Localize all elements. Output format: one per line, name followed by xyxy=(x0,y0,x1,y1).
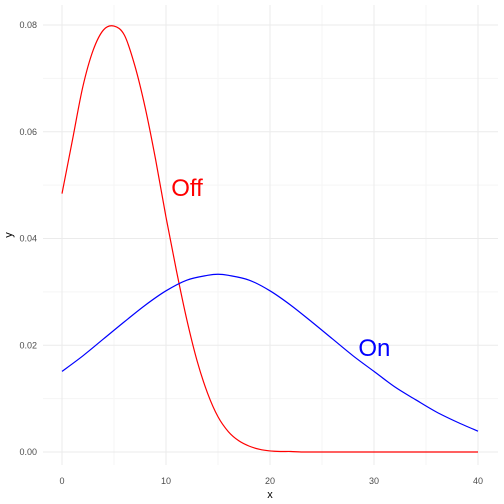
annotations: Off On xyxy=(171,175,390,362)
x-tick-label: 40 xyxy=(473,476,483,486)
x-tick-label: 10 xyxy=(161,476,171,486)
y-tick-label: 0.00 xyxy=(19,447,37,457)
series-line-2 xyxy=(61,273,479,432)
annotation-off: Off xyxy=(171,175,203,202)
y-tick-label: 0.08 xyxy=(19,20,37,30)
x-tick-label: 30 xyxy=(369,476,379,486)
y-axis-title: y xyxy=(3,232,15,238)
axis-tick-labels: 0 10 20 30 40 0.00 0.02 0.04 0.06 0.08 xyxy=(19,20,483,486)
grid xyxy=(43,5,498,465)
series-line-1 xyxy=(61,25,478,453)
series-lines xyxy=(61,25,479,453)
y-tick-label: 0.06 xyxy=(19,127,37,137)
y-tick-label: 0.02 xyxy=(19,340,37,350)
annotation-on: On xyxy=(358,335,390,362)
x-tick-label: 20 xyxy=(265,476,275,486)
x-axis-title: x xyxy=(267,489,273,501)
x-tick-label: 0 xyxy=(59,476,64,486)
y-tick-label: 0.04 xyxy=(19,234,37,244)
